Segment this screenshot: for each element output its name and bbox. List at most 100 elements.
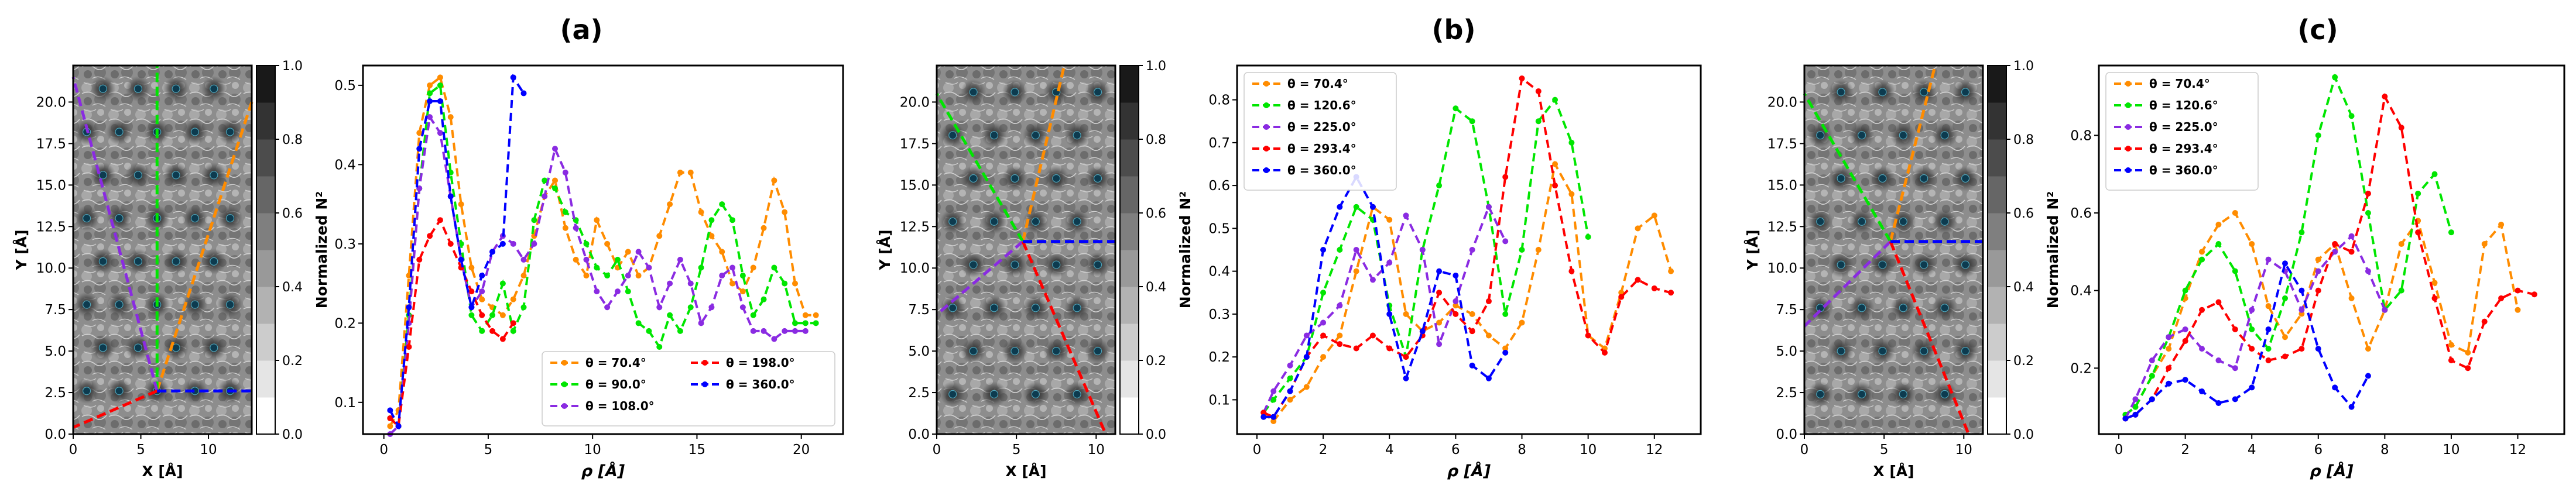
data-point [2199,307,2205,313]
data-point [520,90,527,97]
data-point [2348,113,2355,119]
data-point [416,130,423,136]
data-point [2265,256,2272,263]
legend-box [2105,72,2259,191]
colorbar-band [1120,360,1139,398]
atom-marker [1940,217,1949,226]
series-line [389,83,816,429]
data-point [395,423,402,429]
data-point [2431,280,2438,286]
data-point [2199,249,2205,255]
colorbar-band [1988,360,2006,398]
colorbar-band [256,213,275,250]
atom-marker [1961,347,1970,356]
data-point [1353,247,1359,253]
colorbar-frame [1987,65,2007,435]
colorbar-tick-label: 1.0 [2013,59,2034,74]
data-point [1519,75,1525,81]
colorbar-band [1120,287,1139,324]
data-point [2365,346,2371,352]
data-point [635,249,642,255]
data-point [1453,272,1459,278]
data-point [782,280,788,287]
data-point [1668,268,1674,274]
data-point [1436,268,1443,274]
data-point [2365,268,2371,274]
data-point [792,320,798,326]
data-point [2348,249,2355,255]
data-point [2365,373,2371,379]
data-point [667,312,673,318]
data-point [2348,233,2355,239]
y-tick-label: 10.0 [1767,261,1797,276]
data-point [2132,404,2139,410]
direction-line [1803,92,1892,243]
data-point [1260,410,1267,416]
panel-b: (b) 0 5 100.02.55.07.510.012.515.017.520.0… [876,14,1702,480]
data-point [2249,307,2255,313]
atom-marker [1899,217,1907,226]
y-tick-label: 2.5 [1776,386,1797,401]
data-point [771,264,777,271]
data-point [2332,241,2338,247]
data-point [1386,216,1393,223]
data-point [656,343,663,350]
panel-c: (c) 0 5 100.02.55.07.510.012.515.017.520.0… [1744,14,2565,480]
data-point [2515,307,2521,313]
data-point [1651,285,1657,291]
data-point [489,249,496,255]
data-point [562,225,568,231]
atom-marker [1878,260,1887,269]
atom-marker [98,343,107,352]
colorbar-band [256,139,275,177]
data-point [2448,342,2454,348]
colorbar: 0.0 0.2 0.4 0.6 0.8 1.0 Normalized N² [1119,59,1194,442]
colorbar-tick-label: 1.0 [1146,59,1166,74]
legend-marker [561,403,567,409]
data-point [2249,241,2255,247]
y-tick-label: 0.4 [1208,264,1230,280]
atom-marker [1878,347,1887,356]
data-point [583,256,590,263]
data-point [719,273,725,279]
atom-marker [133,343,143,352]
data-point [594,264,600,271]
data-point [2249,384,2255,391]
atom-marker [98,84,107,93]
data-point [2149,396,2155,402]
atom-marker [1837,88,1845,97]
x-tick-label: 2 [1319,442,1328,457]
data-point [2332,249,2338,255]
data-point [761,296,767,302]
data-point [1635,225,1641,232]
data-point [635,320,642,326]
data-point [1469,311,1475,317]
atom-marker [1961,174,1970,183]
legend-marker [702,360,708,366]
atom-marker [1940,390,1949,398]
data-point [1303,354,1310,360]
atom-marker [1940,304,1949,312]
colorbar-tick-label: 0.2 [282,354,303,369]
x-tick-label: 20 [793,442,810,457]
y-tick-label: 15.0 [1767,178,1797,193]
data-point [510,240,516,247]
atom-marker [83,387,91,395]
y-tick-label: 12.5 [36,219,66,235]
data-point [1320,319,1327,326]
y-tick-label: 0.2 [2070,361,2092,376]
atom-marker [1031,390,1040,398]
data-point [1585,332,1591,339]
colorbar-frame [256,65,276,435]
colorbar-tick-label: 0.8 [2013,133,2034,147]
y-tick-label: 0.8 [2070,128,2092,143]
atom-marker [172,257,180,266]
atom-marker [98,257,107,266]
colorbar-tick-label: 0.6 [282,207,303,221]
x-tick-label: 12 [1646,442,1663,457]
data-point [468,304,475,311]
data-point [792,328,798,334]
data-point [625,249,631,255]
colorbar-tick-label: 0.2 [1146,354,1166,369]
panel-title: (a) [560,14,602,46]
